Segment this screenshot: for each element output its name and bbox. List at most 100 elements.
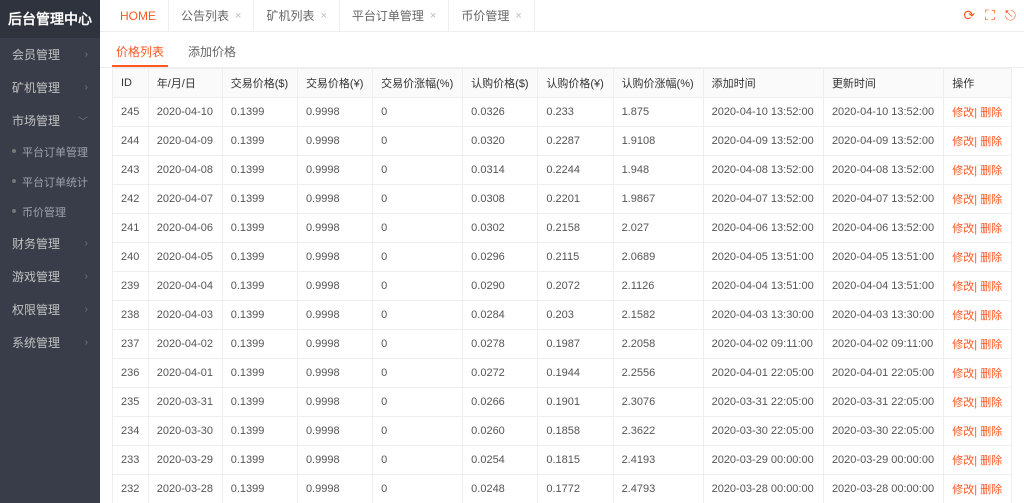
sidebar-sub-item[interactable]: 平台订单管理 (0, 137, 100, 167)
action-cell: 修改| 删除 (944, 98, 1012, 127)
table-cell: 2020-04-03 13:30:00 (703, 301, 823, 330)
sidebar-item[interactable]: 财务管理› (0, 227, 100, 260)
delete-link[interactable]: 删除 (980, 252, 1002, 264)
table-cell: 2020-03-28 (148, 475, 222, 503)
sidebar-item-label: 会员管理 (12, 46, 60, 63)
main-area: HOME公告列表× 矿机列表 × 平台订单管理 × 币价管理 × ⟳ ⛶ ⎋ 价格列表添加价… (100, 0, 1024, 503)
edit-link[interactable]: 修改 (952, 281, 974, 293)
top-tab[interactable]: 矿机列表 × (254, 0, 339, 32)
table-cell: 244 (113, 127, 149, 156)
edit-link[interactable]: 修改 (952, 455, 974, 467)
delete-link[interactable]: 删除 (980, 223, 1002, 235)
table-cell: 0.1399 (222, 98, 297, 127)
delete-link[interactable]: 删除 (980, 310, 1002, 322)
edit-link[interactable]: 修改 (952, 426, 974, 438)
table-cell: 0.9998 (297, 272, 372, 301)
sidebar-item[interactable]: 系统管理› (0, 326, 100, 359)
edit-link[interactable]: 修改 (952, 339, 974, 351)
table-cell: 243 (113, 156, 149, 185)
sidebar-item[interactable]: 矿机管理› (0, 71, 100, 104)
table-cell: 1.875 (613, 98, 703, 127)
table-header-cell: 交易价涨幅(%) (373, 69, 463, 98)
delete-link[interactable]: 删除 (980, 107, 1002, 119)
table-row: 2452020-04-100.13990.999800.03260.2331.8… (113, 98, 1012, 127)
top-tab[interactable]: 平台订单管理 × (340, 0, 449, 32)
delete-link[interactable]: 删除 (980, 339, 1002, 351)
delete-link[interactable]: 删除 (980, 281, 1002, 293)
edit-link[interactable]: 修改 (952, 397, 974, 409)
delete-link[interactable]: 删除 (980, 397, 1002, 409)
table-cell: 0.9998 (297, 388, 372, 417)
table-cell: 0.9998 (297, 98, 372, 127)
table-cell: 2020-04-03 (148, 301, 222, 330)
close-icon[interactable]: × (430, 10, 436, 22)
table-cell: 0.9998 (297, 214, 372, 243)
table-cell: 0.1399 (222, 243, 297, 272)
table-cell: 0.2072 (538, 272, 613, 301)
table-container: ID年/月/日交易价格($)交易价格(¥)交易价涨幅(%)认购价格($)认购价格… (100, 68, 1024, 503)
table-cell: 0.1944 (538, 359, 613, 388)
table-row: 2442020-04-090.13990.999800.03200.22871.… (113, 127, 1012, 156)
edit-link[interactable]: 修改 (952, 223, 974, 235)
refresh-icon[interactable]: ⟳ (963, 7, 975, 24)
table-cell: 2.4193 (613, 446, 703, 475)
delete-link[interactable]: 删除 (980, 368, 1002, 380)
delete-link[interactable]: 删除 (980, 484, 1002, 496)
fullscreen-icon[interactable]: ⛶ (985, 7, 995, 24)
table-cell: 2020-03-30 (148, 417, 222, 446)
table-cell: 2.3622 (613, 417, 703, 446)
table-cell: 232 (113, 475, 149, 503)
sidebar-item[interactable]: 游戏管理› (0, 260, 100, 293)
table-cell: 0.0254 (463, 446, 538, 475)
table-cell: 0.0326 (463, 98, 538, 127)
sub-tab[interactable]: 价格列表 (112, 38, 168, 67)
logout-icon[interactable]: ⎋ (1005, 7, 1016, 24)
tab-label: 平台订单管理 (352, 7, 424, 24)
table-cell: 2.4793 (613, 475, 703, 503)
table-cell: 0.233 (538, 98, 613, 127)
top-tab[interactable]: 币价管理 × (449, 0, 534, 32)
table-cell: 2020-04-08 (148, 156, 222, 185)
sub-tab[interactable]: 添加价格 (184, 38, 240, 67)
top-tab[interactable]: HOME (108, 0, 169, 32)
sidebar-item[interactable]: 权限管理› (0, 293, 100, 326)
table-cell: 2020-04-10 13:52:00 (703, 98, 823, 127)
table-cell: 0.1815 (538, 446, 613, 475)
table-cell: 0.1399 (222, 330, 297, 359)
close-icon[interactable]: × (235, 10, 241, 22)
sidebar-sub-item[interactable]: 币价管理 (0, 197, 100, 227)
table-cell: 0.9998 (297, 127, 372, 156)
close-icon[interactable]: × (320, 10, 326, 22)
table-cell: 0.0248 (463, 475, 538, 503)
edit-link[interactable]: 修改 (952, 368, 974, 380)
table-cell: 0.0260 (463, 417, 538, 446)
close-icon[interactable]: × (515, 10, 521, 22)
table-cell: 1.9867 (613, 185, 703, 214)
sidebar-sub-item[interactable]: 平台订单统计 (0, 167, 100, 197)
table-cell: 2020-04-10 (148, 98, 222, 127)
edit-link[interactable]: 修改 (952, 194, 974, 206)
table-cell: 0.9998 (297, 301, 372, 330)
edit-link[interactable]: 修改 (952, 107, 974, 119)
delete-link[interactable]: 删除 (980, 136, 1002, 148)
delete-link[interactable]: 删除 (980, 455, 1002, 467)
delete-link[interactable]: 删除 (980, 426, 1002, 438)
sidebar-item[interactable]: 会员管理› (0, 38, 100, 71)
table-cell: 0.0278 (463, 330, 538, 359)
edit-link[interactable]: 修改 (952, 136, 974, 148)
edit-link[interactable]: 修改 (952, 165, 974, 177)
table-cell: 2020-04-06 13:52:00 (823, 214, 943, 243)
tab-label: 币价管理 (461, 7, 509, 24)
table-cell: 0.0302 (463, 214, 538, 243)
action-cell: 修改| 删除 (944, 388, 1012, 417)
tab-label: 矿机列表 (266, 7, 314, 24)
table-cell: 0 (373, 272, 463, 301)
sidebar-item-label: 市场管理 (12, 112, 60, 129)
edit-link[interactable]: 修改 (952, 310, 974, 322)
top-tab[interactable]: 公告列表× (169, 0, 254, 32)
sidebar-item[interactable]: 市场管理﹀ (0, 104, 100, 137)
delete-link[interactable]: 删除 (980, 165, 1002, 177)
edit-link[interactable]: 修改 (952, 484, 974, 496)
delete-link[interactable]: 删除 (980, 194, 1002, 206)
edit-link[interactable]: 修改 (952, 252, 974, 264)
